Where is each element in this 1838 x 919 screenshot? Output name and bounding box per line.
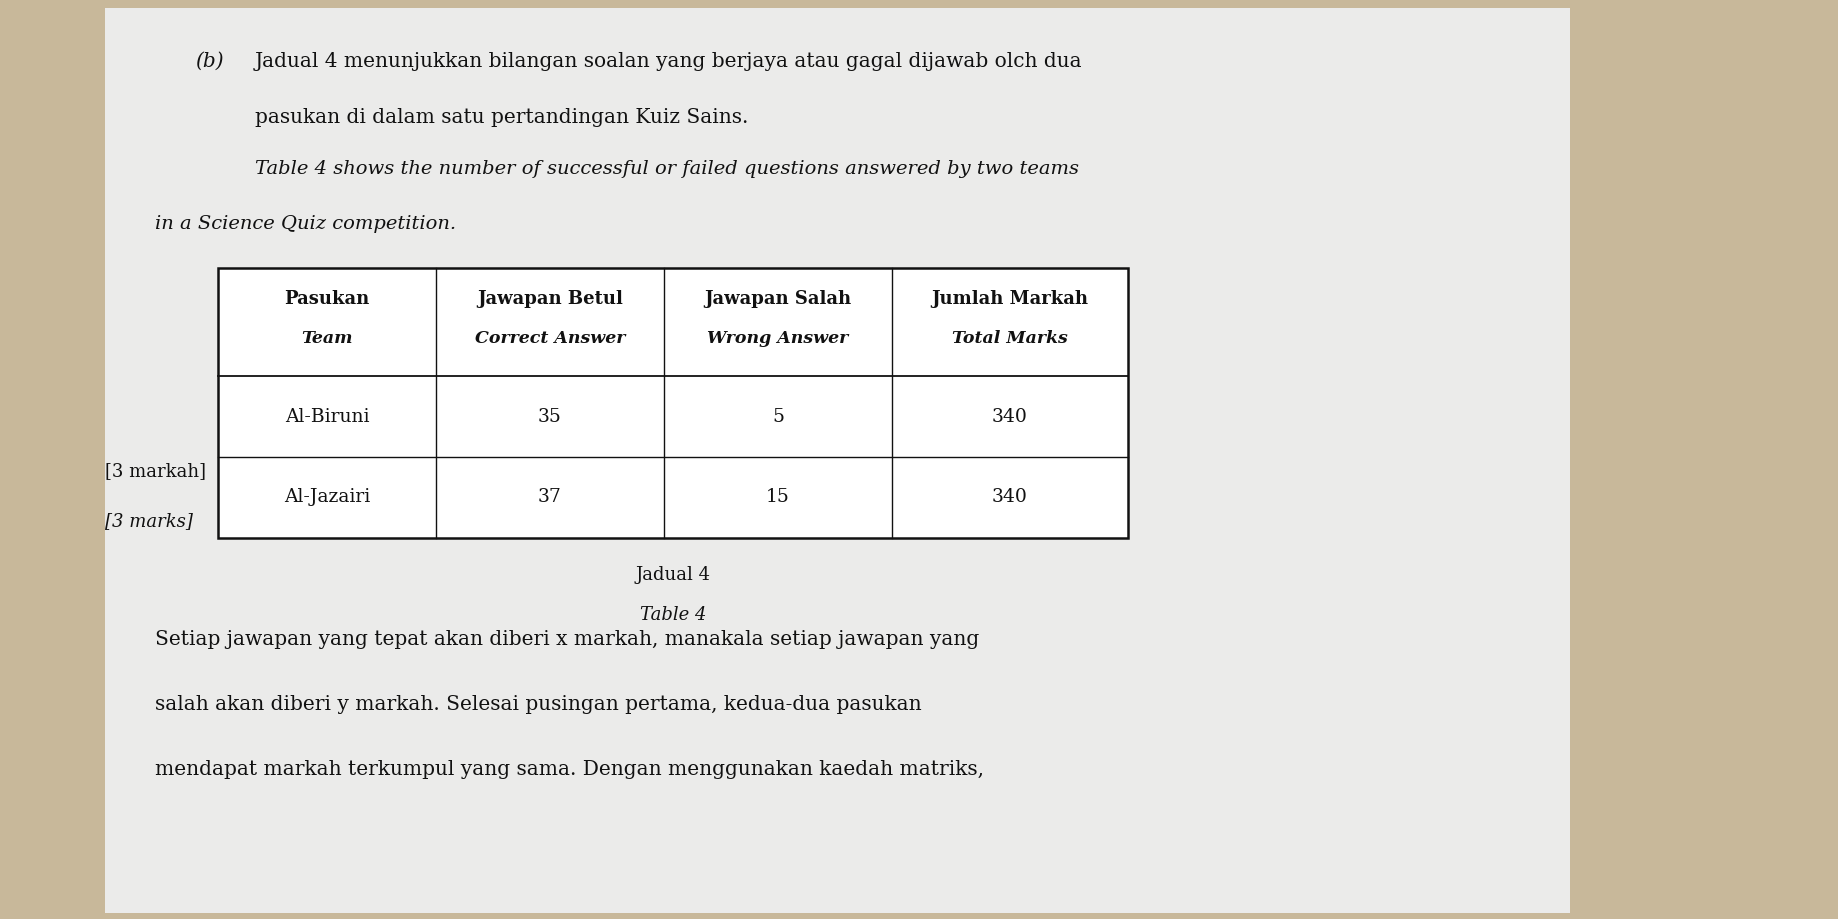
Text: [3 marks]: [3 marks] (105, 512, 193, 530)
Text: in a Science Quiz competition.: in a Science Quiz competition. (154, 215, 456, 233)
Text: Table 4 shows the number of successful or failed questions answered by two teams: Table 4 shows the number of successful o… (255, 160, 1079, 178)
Text: salah akan diberi y markah. Selesai pusingan pertama, kedua-dua pasukan: salah akan diberi y markah. Selesai pusi… (154, 695, 921, 714)
Text: Pasukan: Pasukan (285, 290, 369, 308)
Text: pasukan di dalam satu pertandingan Kuiz Sains.: pasukan di dalam satu pertandingan Kuiz … (255, 108, 748, 127)
Text: Jumlah Markah: Jumlah Markah (932, 290, 1088, 308)
Text: Al-Jazairi: Al-Jazairi (283, 489, 369, 506)
Text: 340: 340 (993, 407, 1027, 425)
Text: 5: 5 (772, 407, 785, 425)
Text: Correct Answer: Correct Answer (474, 330, 625, 347)
Bar (219, 268, 1129, 538)
Text: Jawapan Salah: Jawapan Salah (704, 290, 851, 308)
Text: Total Marks: Total Marks (952, 330, 1068, 347)
Text: Al-Biruni: Al-Biruni (285, 407, 369, 425)
Text: Team: Team (301, 330, 353, 347)
Text: mendapat markah terkumpul yang sama. Dengan menggunakan kaedah matriks,: mendapat markah terkumpul yang sama. Den… (154, 760, 983, 779)
Text: Wrong Answer: Wrong Answer (708, 330, 849, 347)
Text: 35: 35 (539, 407, 562, 425)
Text: Jadual 4 menunjukkan bilangan soalan yang berjaya atau gagal dijawab olch dua: Jadual 4 menunjukkan bilangan soalan yan… (255, 52, 1083, 71)
Text: Jadual 4: Jadual 4 (636, 566, 711, 584)
Text: Setiap jawapan yang tepat akan diberi x markah, manakala setiap jawapan yang: Setiap jawapan yang tepat akan diberi x … (154, 630, 980, 649)
Text: 340: 340 (993, 489, 1027, 506)
Text: [3 markah]: [3 markah] (105, 462, 206, 480)
Text: 37: 37 (539, 489, 562, 506)
Text: 15: 15 (766, 489, 790, 506)
Text: (b): (b) (195, 52, 224, 71)
Text: Table 4: Table 4 (640, 606, 706, 624)
Text: Jawapan Betul: Jawapan Betul (478, 290, 623, 308)
Bar (105, 8, 1570, 913)
